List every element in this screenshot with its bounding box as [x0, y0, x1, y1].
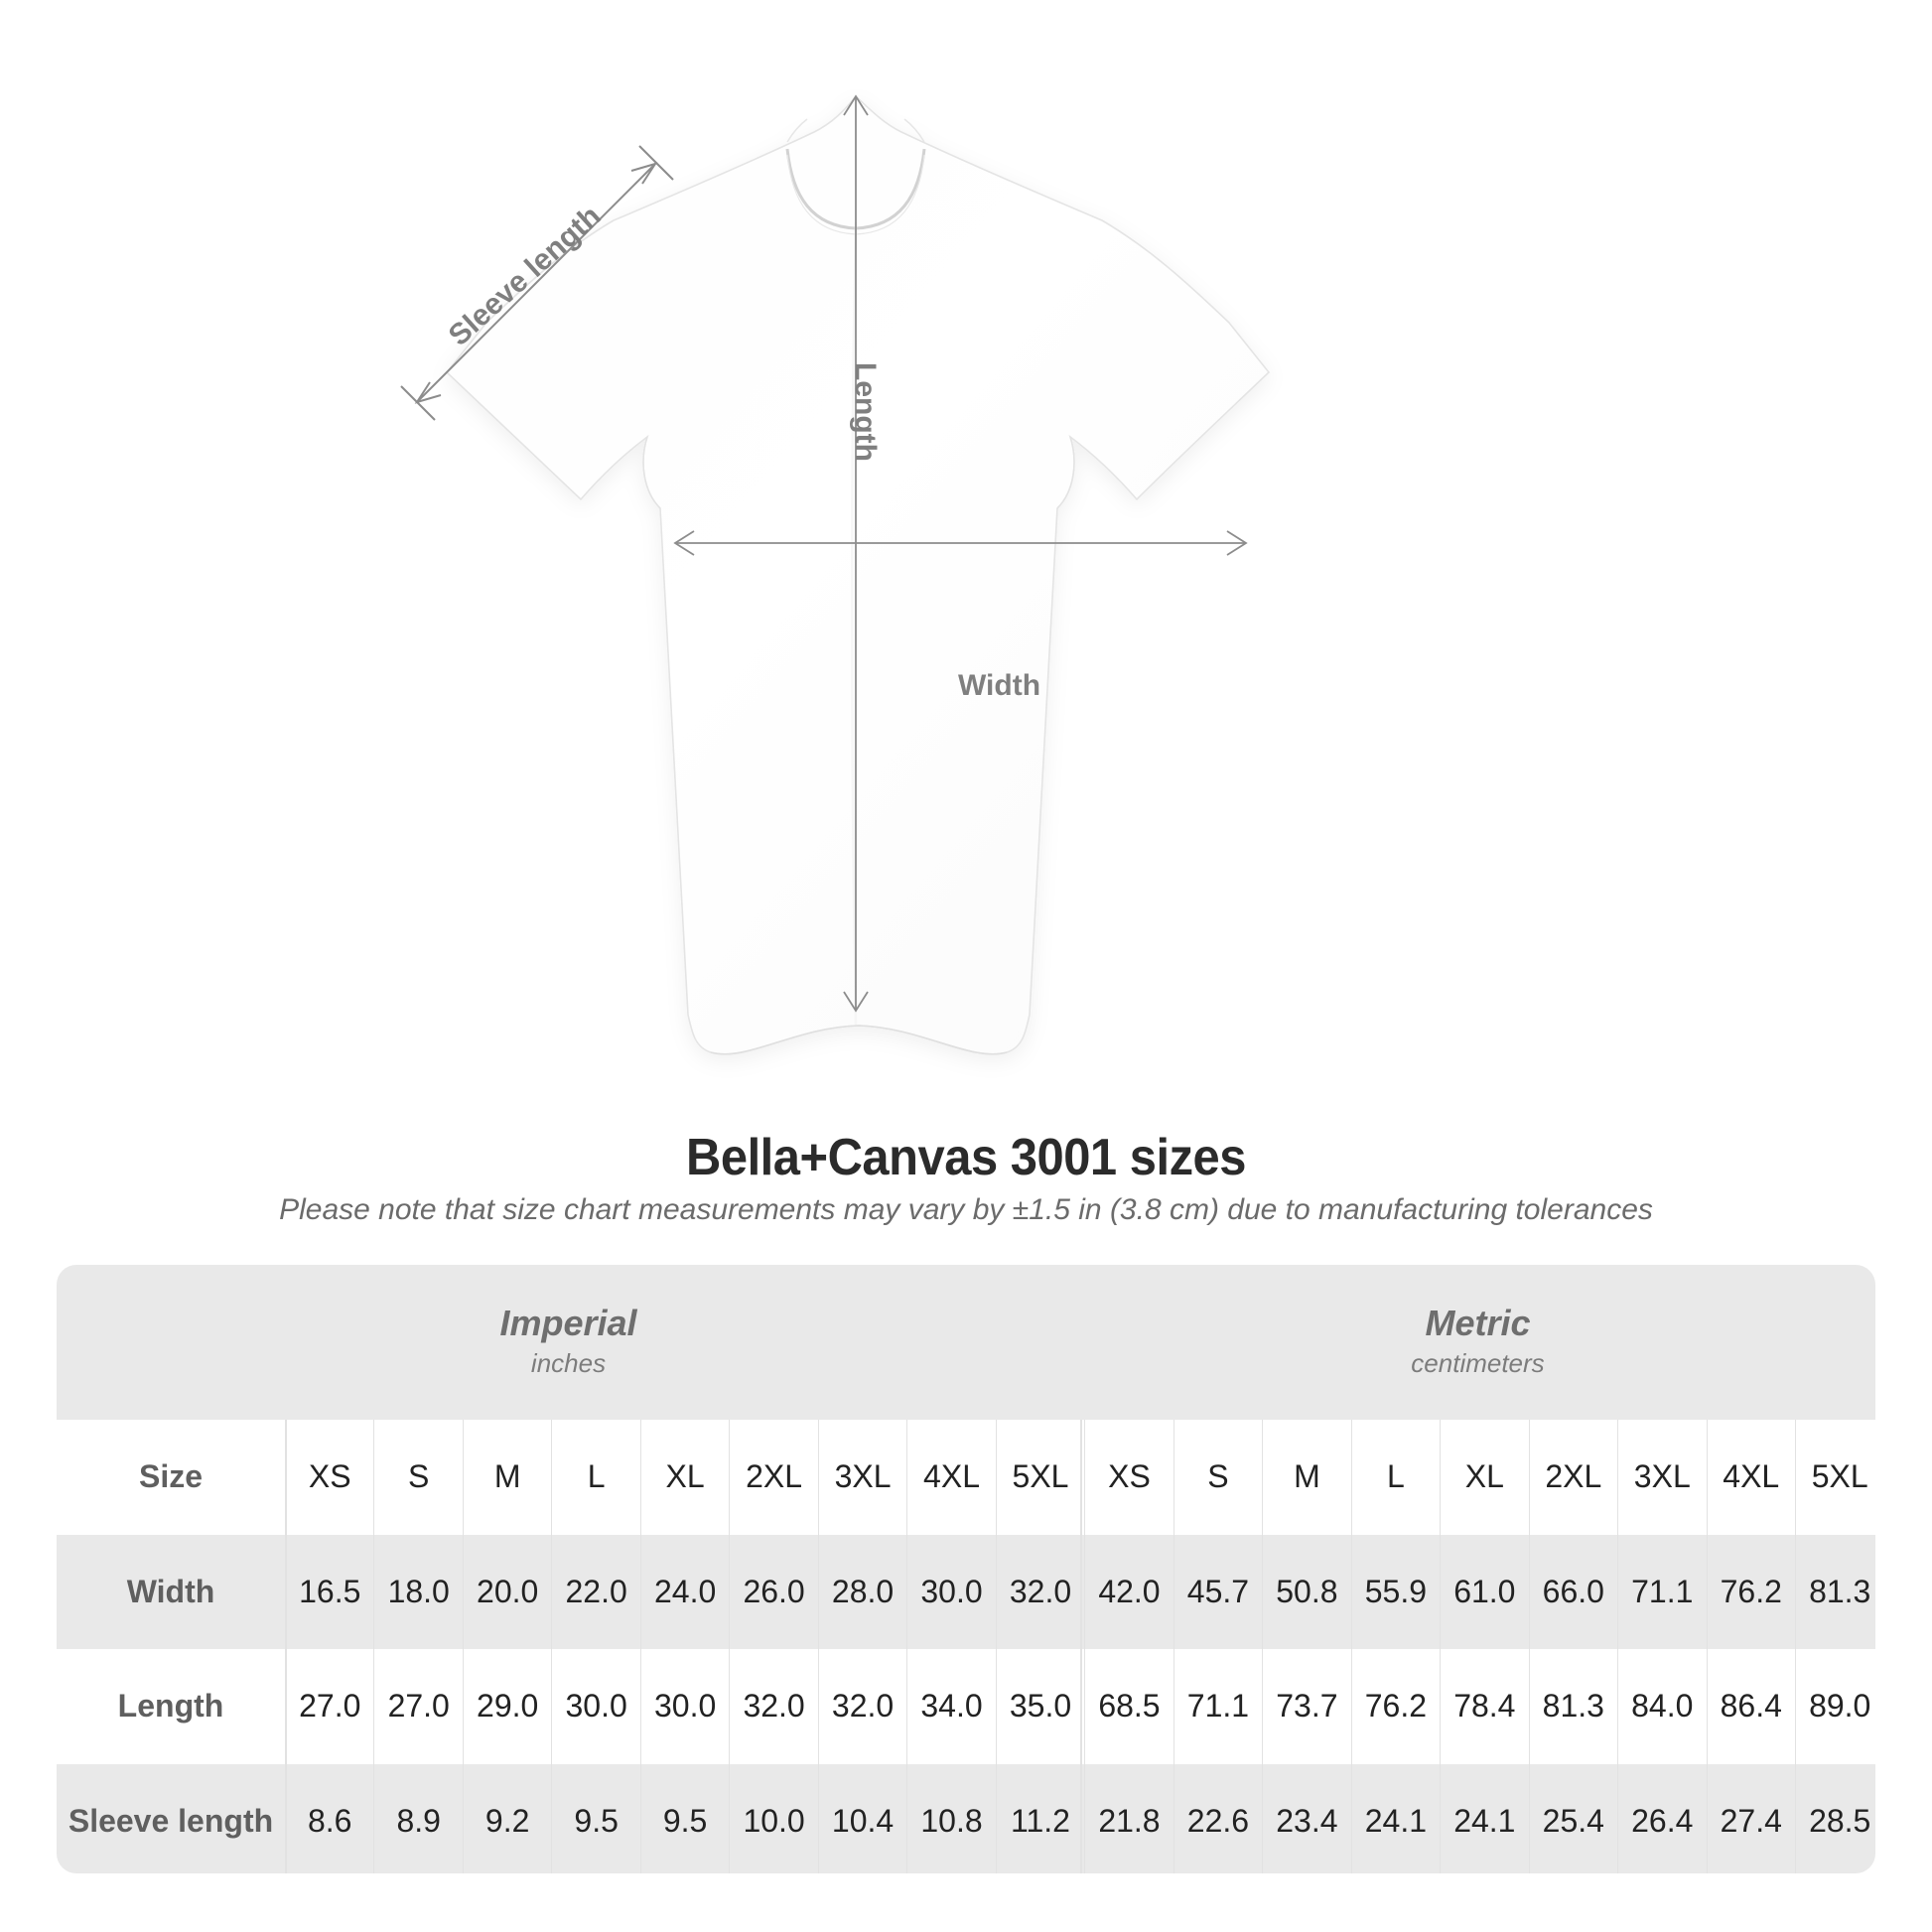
svg-text:Width: Width: [958, 669, 1040, 702]
svg-text:Length: Length: [849, 362, 882, 462]
